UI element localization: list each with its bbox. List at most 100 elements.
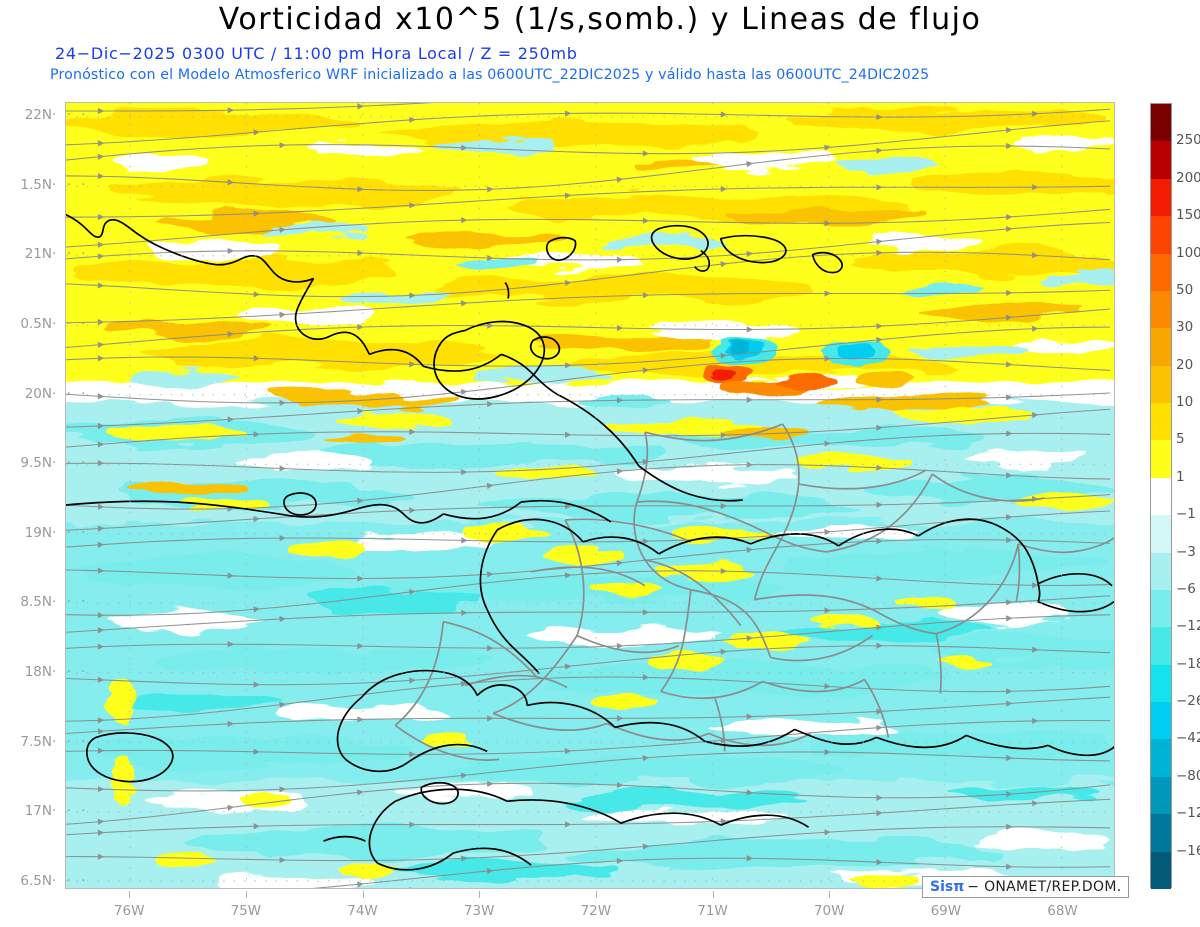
vorticity-extremum-couplet [698, 337, 915, 398]
y-tick-label: 0.5N [20, 315, 52, 332]
streamline-arrow [253, 681, 261, 688]
streamline-arrow [616, 256, 624, 263]
streamline-arrow [279, 142, 286, 149]
streamline-arrow [720, 352, 728, 359]
streamline-arrow [279, 465, 286, 472]
colorbar-tick: −26 [1176, 693, 1200, 710]
streamline-arrow [616, 468, 624, 475]
x-tick-label: 73W [463, 903, 495, 919]
streamline-arrow [97, 853, 105, 860]
colorbar-tick: 50 [1176, 281, 1194, 298]
x-tick-mark [595, 891, 597, 898]
forecast-valid-time: 24−Dic−2025 0300 UTC / 11:00 pm Hora Loc… [55, 44, 578, 63]
streamline-arrow [876, 113, 883, 121]
streamline-arrow [279, 786, 286, 793]
streamline-arrow [642, 150, 650, 157]
streamline-arrow [97, 241, 105, 248]
streamline-arrow [97, 282, 105, 289]
streamline-arrow [97, 567, 105, 574]
colorbar-band [1151, 440, 1171, 478]
streamline-arrow [460, 680, 468, 687]
streamline-arrow [720, 185, 728, 193]
y-tick-dots: · · · [52, 524, 89, 541]
colorbar-band [1151, 178, 1171, 217]
streamline-arrow [1006, 615, 1013, 622]
colorbar-band [1151, 328, 1171, 366]
streamline-arrow [824, 440, 831, 447]
streamline-arrow [876, 501, 883, 508]
streamline-arrow [253, 210, 261, 217]
y-tick-dots: · · · [52, 246, 89, 263]
streamline-arrow [564, 572, 572, 579]
province-borders [394, 423, 1114, 761]
streamline-arrow [1032, 325, 1039, 332]
colorbar-tick: 20 [1176, 356, 1194, 373]
y-tick-dots: · · · [52, 803, 89, 820]
streamline-arrow [616, 642, 624, 650]
colorbar-band [1151, 403, 1171, 441]
streamline-arrow [227, 179, 235, 186]
streamline-arrow [876, 396, 883, 403]
colorbar-tick: −160 [1176, 842, 1200, 859]
streamline-arrow [227, 572, 235, 579]
streamline-arrow [642, 843, 650, 850]
streamline-arrow [409, 751, 416, 758]
y-tick-dots: · · · [52, 455, 89, 472]
colorbar-tick: 5 [1176, 431, 1185, 448]
streamline-arrow [824, 529, 831, 536]
streamline-arrow [227, 641, 235, 648]
x-tick-mark [362, 891, 364, 898]
streamline-arrow [1006, 536, 1013, 544]
streamline-arrow [357, 881, 364, 888]
colorbar-band [1151, 589, 1171, 628]
colorbar-tick: −80 [1176, 767, 1200, 784]
colorbar-band [1151, 814, 1171, 852]
streamline-arrow [1005, 791, 1013, 798]
streamline-arrow [409, 292, 416, 299]
streamline-arrow [720, 568, 728, 575]
streamline [66, 432, 1111, 473]
streamline-arrow [1006, 394, 1013, 401]
streamline-arrow [357, 497, 364, 504]
x-tick-mark [479, 891, 481, 898]
streamline-arrow [616, 324, 624, 332]
streamline-arrow [1005, 214, 1013, 221]
streamline-arrow [1005, 314, 1013, 321]
y-tick-label: 6.5N [20, 873, 52, 890]
streamline-arrow [487, 645, 494, 652]
streamline-arrow [227, 416, 235, 423]
streamline-arrow [97, 460, 105, 467]
streamline-arrow [876, 424, 883, 431]
streamline-arrow [97, 140, 105, 147]
streamline [66, 208, 1111, 248]
streamline-arrow [642, 217, 650, 224]
streamline-arrow [97, 173, 105, 180]
colorbar-tick: −12 [1176, 618, 1200, 635]
streamline-arrow [409, 202, 416, 209]
streamline-arrow [409, 428, 416, 435]
streamline-arrow [357, 186, 364, 193]
streamline-arrow [642, 609, 650, 616]
streamline-arrow [97, 541, 105, 548]
streamline-arrow [253, 431, 261, 438]
streamline-arrow [97, 829, 105, 836]
streamline-arrow [253, 355, 261, 362]
streamline-arrow [642, 538, 650, 545]
colorbar-tick: 30 [1176, 319, 1194, 336]
streamlines-layer [66, 103, 1111, 888]
streamline-arrow [564, 663, 572, 670]
colorbar-tick: 100 [1176, 244, 1200, 261]
colorbar [1150, 103, 1172, 889]
streamline-arrow [97, 107, 105, 115]
streamline-arrow [486, 571, 494, 578]
streamline-arrow [279, 399, 286, 406]
streamline [66, 570, 1111, 616]
model-run-description: Pronóstico con el Modelo Atmosferico WRF… [50, 67, 930, 83]
colorbar-band [1151, 515, 1171, 553]
streamline-arrow [746, 396, 754, 403]
streamline-arrow [253, 823, 261, 830]
streamline-arrow [824, 144, 831, 151]
streamline-arrow [357, 408, 364, 415]
colorbar-tick: 10 [1176, 394, 1194, 411]
streamline-arrow [616, 857, 624, 865]
